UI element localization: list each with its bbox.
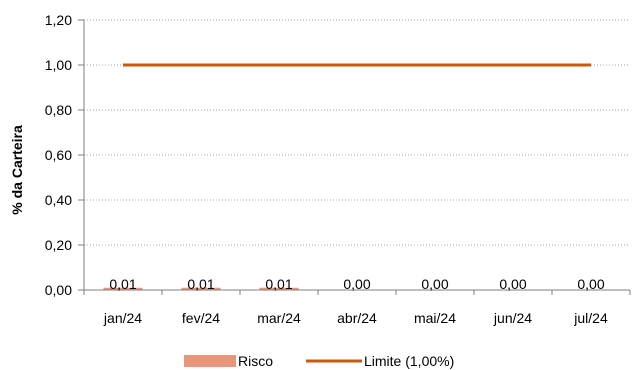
data-labels: 0,01 0,01 0,01 0,00 0,00 0,00 0,00 <box>109 276 604 292</box>
x-tick-label: jun/24 <box>493 310 532 326</box>
y-tick-labels: 0,00 0,20 0,40 0,60 0,80 1,00 1,20 <box>45 12 72 298</box>
bar-risco <box>103 287 143 290</box>
x-tick-label: fev/24 <box>182 310 220 326</box>
data-label: 0,01 <box>109 276 136 292</box>
axes <box>83 20 631 295</box>
x-tick-label: mai/24 <box>414 310 456 326</box>
legend: Risco Limite (1,00%) <box>184 353 454 369</box>
data-label: 0,01 <box>265 276 292 292</box>
y-tick-label: 0,60 <box>45 147 72 163</box>
y-tick-label: 1,20 <box>45 12 72 28</box>
gridlines <box>78 19 630 291</box>
y-axis-label: % da Carteira <box>9 125 25 215</box>
bars <box>103 287 299 290</box>
data-label: 0,00 <box>577 276 604 292</box>
x-tick-labels: jan/24 fev/24 mar/24 abr/24 mai/24 jun/24 jul/… <box>103 310 608 326</box>
legend-label-limite: Limite (1,00%) <box>364 353 454 369</box>
data-label: 0,01 <box>187 276 214 292</box>
y-tick-label: 0,40 <box>45 192 72 208</box>
x-tick-label: mar/24 <box>257 310 301 326</box>
bar-risco <box>259 287 299 290</box>
y-tick-label: 0,20 <box>45 237 72 253</box>
data-label: 0,00 <box>421 276 448 292</box>
x-tick-label: abr/24 <box>337 310 377 326</box>
x-tick-label: jan/24 <box>103 310 142 326</box>
x-tick-label: jul/24 <box>573 310 608 326</box>
data-label: 0,00 <box>499 276 526 292</box>
legend-swatch-risco <box>184 355 236 367</box>
bar-risco <box>181 287 221 290</box>
y-tick-label: 1,00 <box>45 57 72 73</box>
legend-label-risco: Risco <box>238 353 273 369</box>
y-tick-label: 0,80 <box>45 102 72 118</box>
data-label: 0,00 <box>343 276 370 292</box>
y-tick-label: 0,00 <box>45 282 72 298</box>
